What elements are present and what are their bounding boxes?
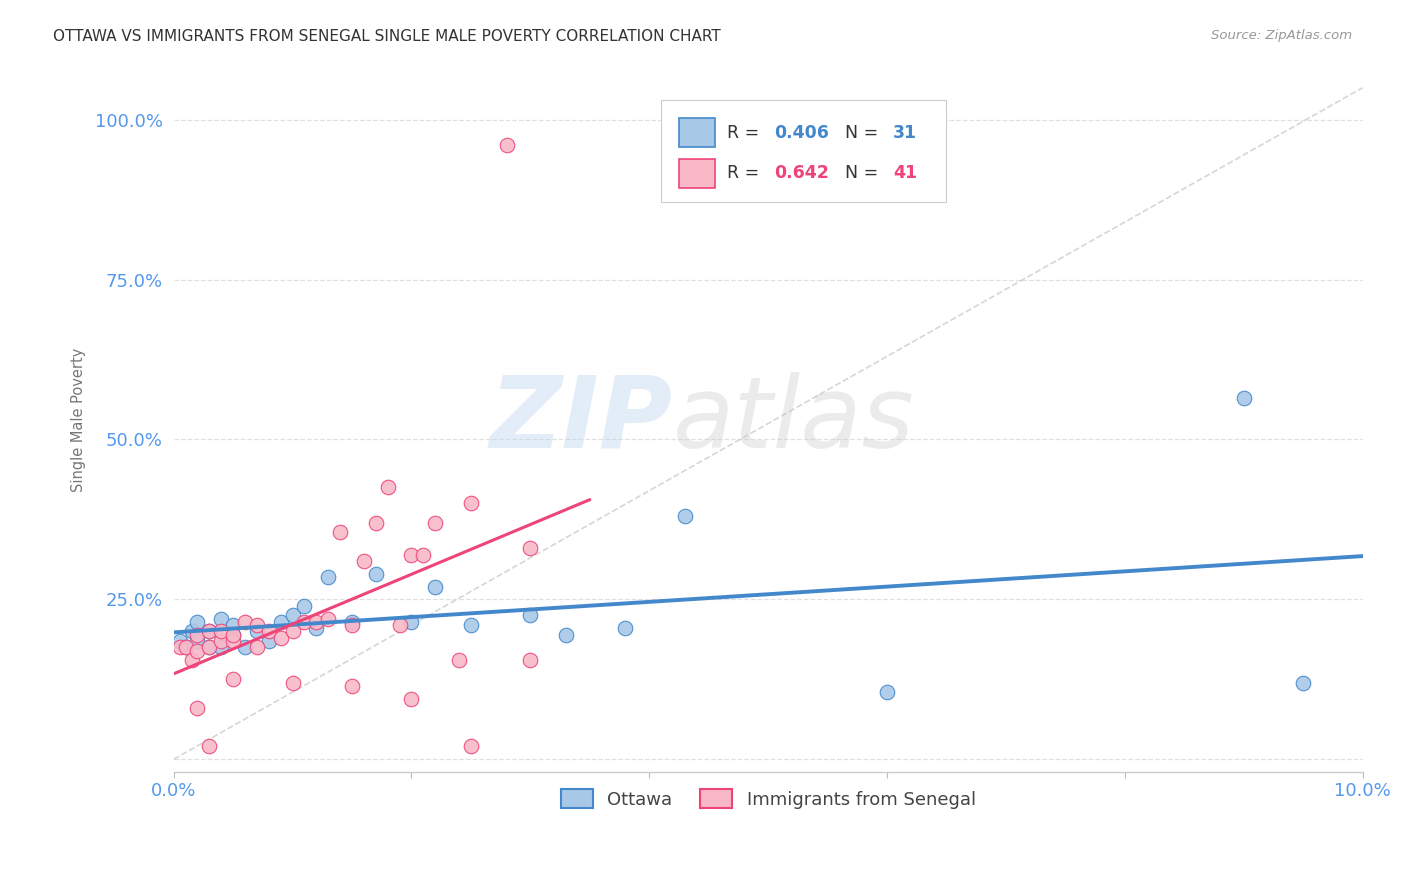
Point	[460, 618, 482, 632]
Point	[329, 525, 352, 540]
Text: R =: R =	[727, 124, 765, 142]
Point	[305, 615, 328, 629]
Point	[270, 631, 292, 645]
Point	[246, 640, 269, 655]
Point	[281, 675, 304, 690]
Point	[222, 627, 245, 641]
Point	[425, 580, 447, 594]
Point	[614, 621, 637, 635]
Text: 31: 31	[893, 124, 917, 142]
Point	[1233, 391, 1256, 405]
Point	[233, 615, 256, 629]
Legend: Ottawa, Immigrants from Senegal: Ottawa, Immigrants from Senegal	[554, 781, 983, 816]
Point	[169, 634, 191, 648]
Point	[186, 634, 208, 648]
Point	[401, 615, 423, 629]
Text: ZIP: ZIP	[491, 372, 673, 469]
Text: N =: N =	[834, 124, 883, 142]
FancyBboxPatch shape	[679, 118, 714, 147]
Point	[186, 643, 208, 657]
Point	[169, 640, 191, 655]
Text: R =: R =	[727, 164, 765, 182]
FancyBboxPatch shape	[661, 100, 946, 202]
Point	[555, 627, 578, 641]
Point	[401, 691, 423, 706]
Point	[270, 615, 292, 629]
Point	[364, 566, 387, 581]
Point	[186, 615, 208, 629]
Point	[257, 624, 280, 639]
Point	[174, 640, 197, 655]
Point	[460, 739, 482, 754]
Point	[198, 640, 221, 655]
Point	[198, 624, 221, 639]
Text: atlas: atlas	[673, 372, 915, 469]
Point	[340, 615, 363, 629]
Point	[340, 679, 363, 693]
Point	[519, 541, 541, 556]
Point	[305, 621, 328, 635]
Point	[495, 138, 517, 153]
Point	[174, 640, 197, 655]
Point	[209, 611, 232, 625]
Point	[198, 739, 221, 754]
Point	[222, 673, 245, 687]
Point	[209, 634, 232, 648]
Point	[209, 624, 232, 639]
Point	[209, 640, 232, 655]
Point	[294, 615, 316, 629]
Point	[233, 640, 256, 655]
Point	[460, 496, 482, 510]
Point	[401, 548, 423, 562]
Point	[519, 653, 541, 667]
Point	[186, 627, 208, 641]
Point	[198, 624, 221, 639]
Point	[281, 608, 304, 623]
Point	[364, 516, 387, 530]
Point	[246, 624, 269, 639]
Point	[353, 554, 375, 568]
Point	[246, 618, 269, 632]
Point	[412, 548, 434, 562]
Point	[257, 634, 280, 648]
Point	[519, 608, 541, 623]
Point	[222, 634, 245, 648]
FancyBboxPatch shape	[679, 159, 714, 188]
Point	[425, 516, 447, 530]
Text: 41: 41	[893, 164, 917, 182]
Point	[673, 509, 696, 524]
Point	[281, 624, 304, 639]
Point	[186, 701, 208, 715]
Point	[447, 653, 470, 667]
Point	[198, 640, 221, 655]
Point	[222, 618, 245, 632]
Point	[316, 611, 339, 625]
Text: 0.642: 0.642	[775, 164, 830, 182]
Text: Source: ZipAtlas.com: Source: ZipAtlas.com	[1212, 29, 1353, 43]
Point	[377, 480, 399, 494]
Point	[388, 618, 411, 632]
Point	[340, 618, 363, 632]
Text: N =: N =	[834, 164, 883, 182]
Point	[180, 624, 202, 639]
Text: OTTAWA VS IMMIGRANTS FROM SENEGAL SINGLE MALE POVERTY CORRELATION CHART: OTTAWA VS IMMIGRANTS FROM SENEGAL SINGLE…	[53, 29, 721, 45]
Point	[876, 685, 898, 699]
Point	[222, 627, 245, 641]
Point	[294, 599, 316, 613]
Point	[180, 653, 202, 667]
Point	[1292, 675, 1315, 690]
Point	[316, 570, 339, 584]
Text: 0.406: 0.406	[775, 124, 830, 142]
Y-axis label: Single Male Poverty: Single Male Poverty	[72, 348, 86, 492]
